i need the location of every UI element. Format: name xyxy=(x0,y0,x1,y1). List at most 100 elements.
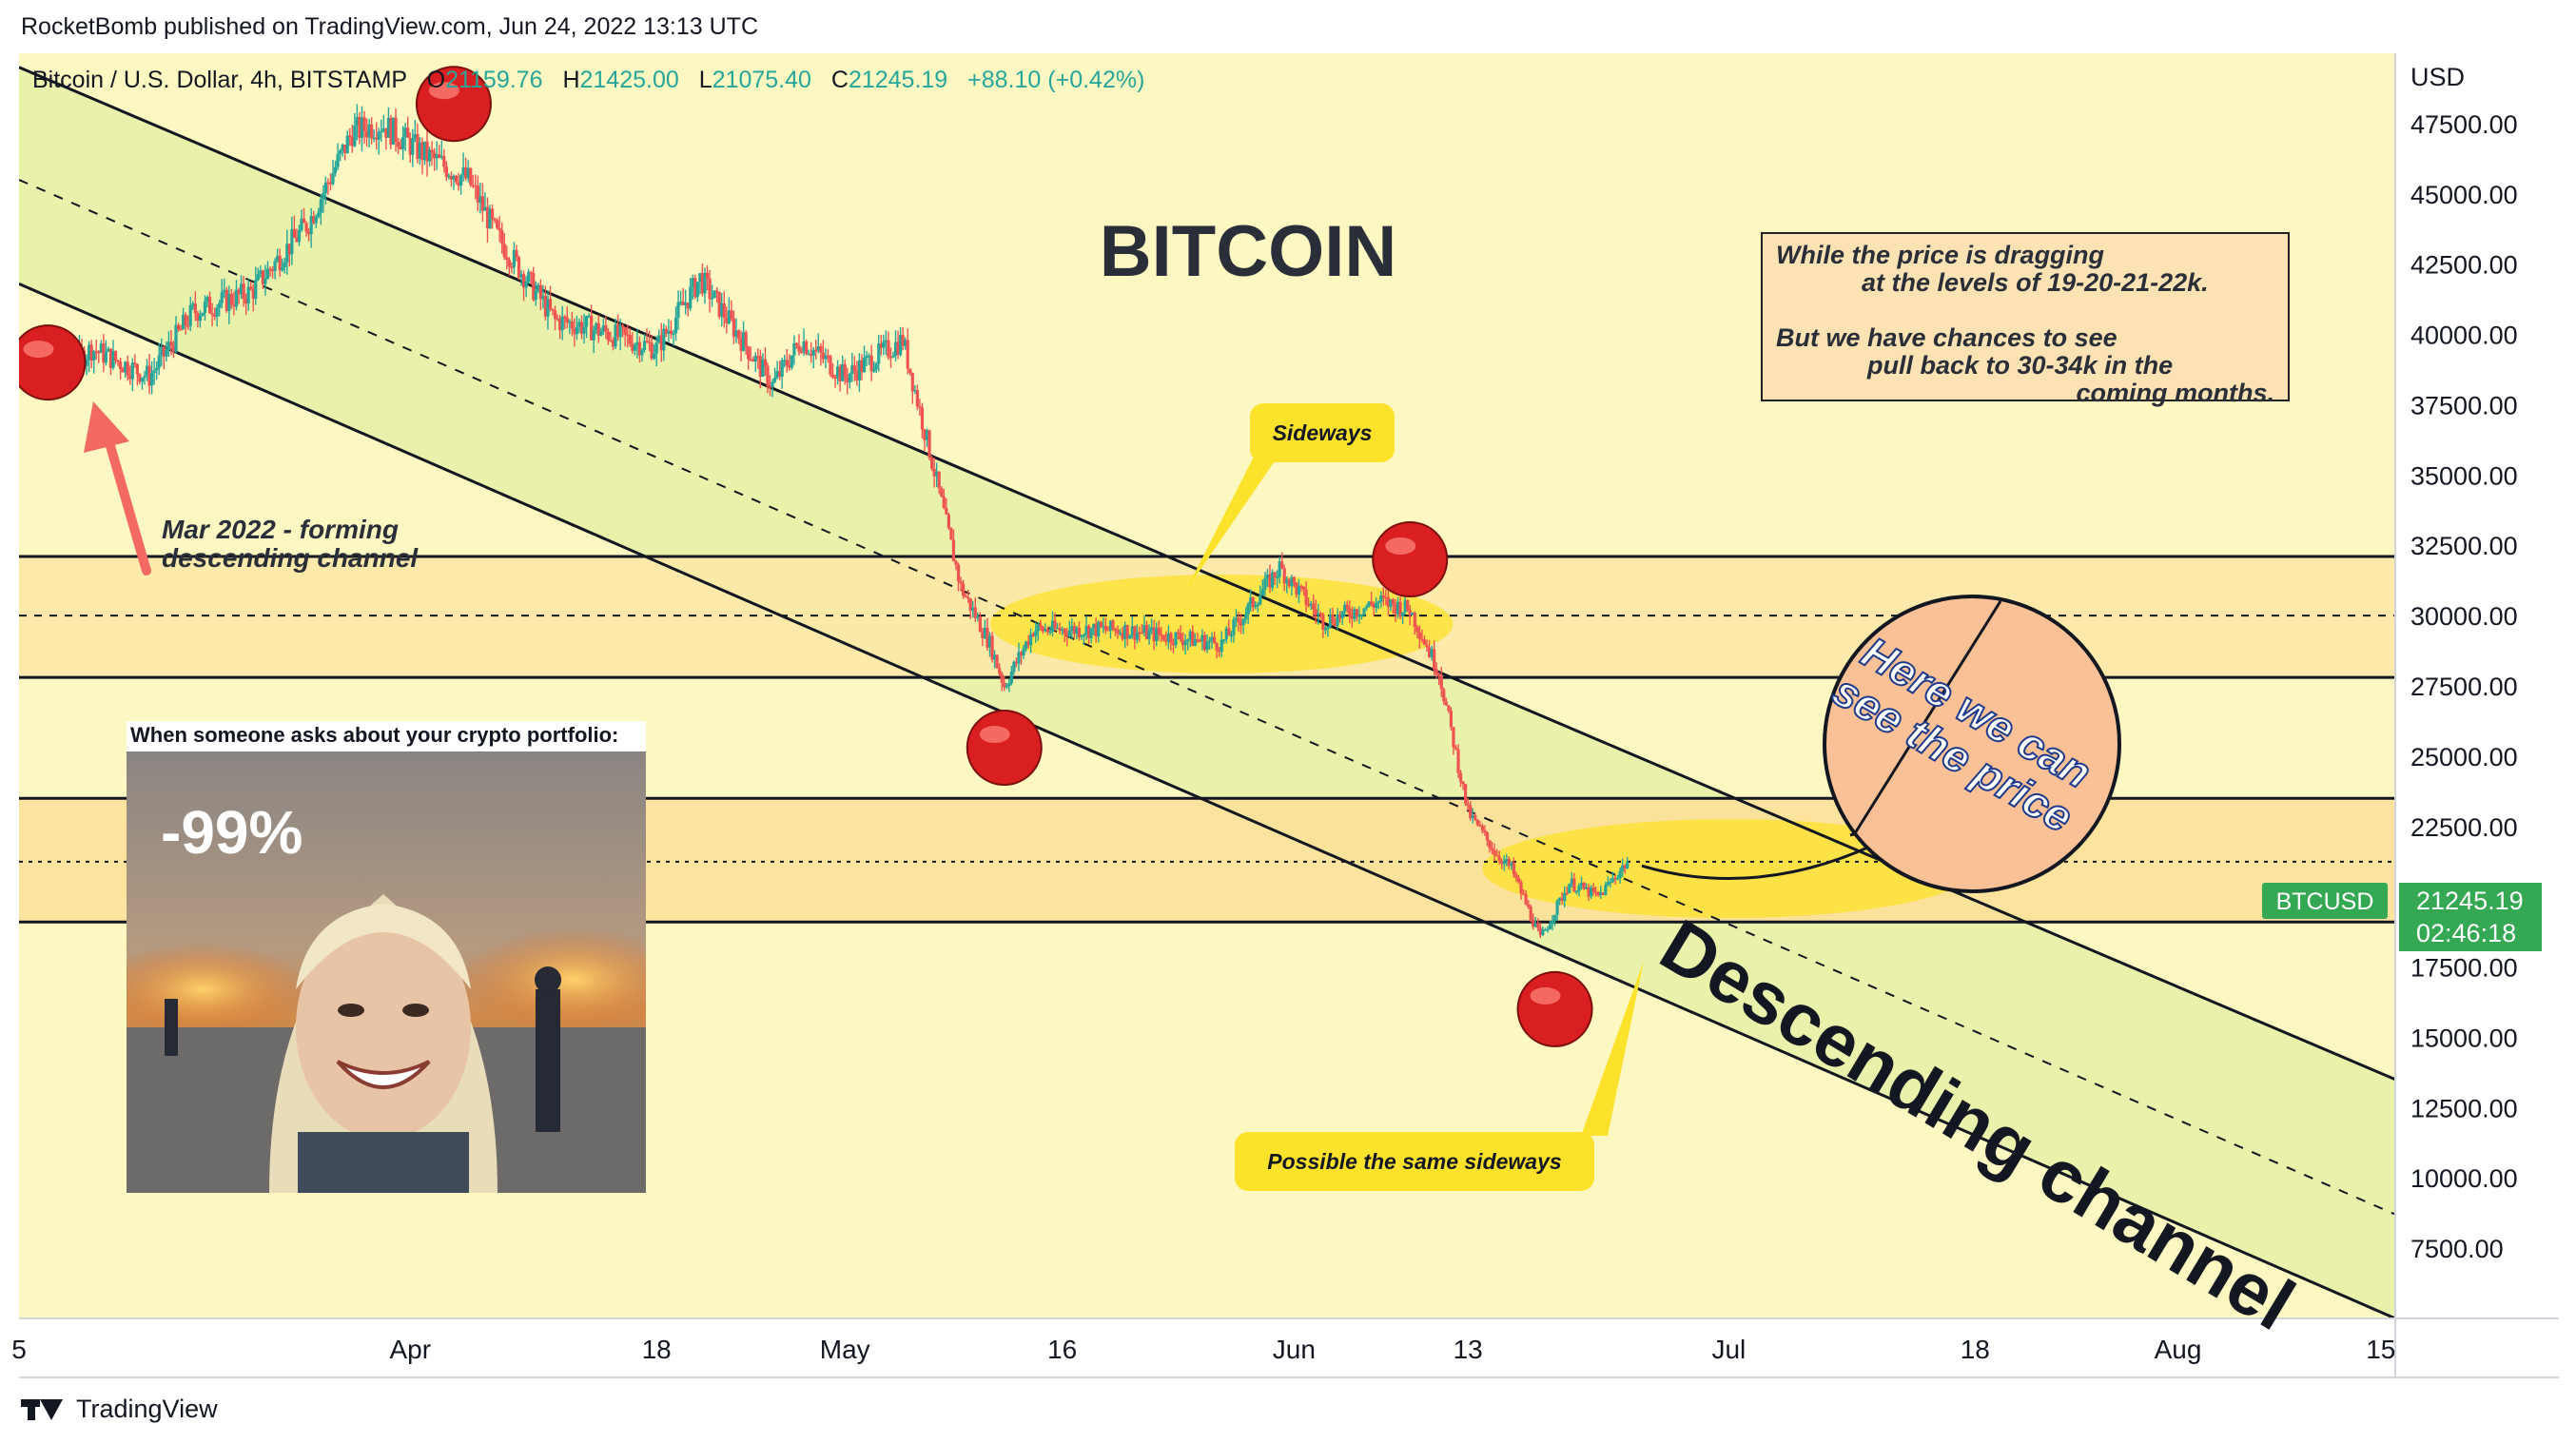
candle-body xyxy=(780,360,784,377)
candle-body xyxy=(596,322,600,336)
candle-body xyxy=(1304,589,1308,605)
candle-body xyxy=(1094,623,1098,637)
candle-body xyxy=(323,182,328,193)
candle-body xyxy=(1121,633,1124,639)
candle-body xyxy=(1582,882,1586,889)
candle-body xyxy=(720,302,724,317)
price-tick-label: 37500.00 xyxy=(2410,391,2518,420)
candle-body xyxy=(1229,634,1233,637)
candle-body xyxy=(389,117,393,145)
candle-body xyxy=(1103,626,1107,631)
candle-body xyxy=(1237,617,1240,623)
candle-body xyxy=(502,244,506,258)
candle-body xyxy=(758,356,762,378)
candle-body xyxy=(927,430,931,459)
candle-body xyxy=(601,325,605,332)
time-axis[interactable]: 5 Apr 18 May 16 Jun 13 Jul 18 Aug 15 xyxy=(11,1335,2395,1364)
candle-body xyxy=(519,273,523,278)
candle-body xyxy=(1604,885,1608,895)
candle-body xyxy=(1097,621,1101,637)
published-header: RocketBomb published on TradingView.com,… xyxy=(21,13,758,40)
candle-body xyxy=(1273,572,1277,578)
candle-body xyxy=(1618,870,1622,879)
close-label: C xyxy=(830,67,849,93)
currency-label[interactable]: USD xyxy=(2410,63,2466,91)
candle-body xyxy=(1241,618,1245,626)
candle-body xyxy=(500,230,504,244)
candle-body xyxy=(1263,578,1267,590)
candle-body xyxy=(1355,609,1358,617)
candle-body xyxy=(1003,682,1006,688)
candle-body xyxy=(920,407,925,430)
candle-body xyxy=(507,260,511,267)
candle-body xyxy=(1331,615,1335,624)
candle-body xyxy=(418,142,422,159)
candle-body xyxy=(712,290,716,299)
candle-body xyxy=(461,166,465,176)
candle-body xyxy=(973,607,977,618)
candle-body xyxy=(978,616,982,633)
candle-body xyxy=(1379,595,1383,602)
meme-percent: -99% xyxy=(161,798,303,867)
candle-body xyxy=(1048,631,1052,634)
candle-body xyxy=(971,607,975,611)
candle-body xyxy=(442,156,446,167)
footer-brand[interactable]: TradingView xyxy=(21,1395,218,1424)
candle-body xyxy=(645,341,649,342)
candle-body xyxy=(1282,568,1286,584)
candle-body xyxy=(741,332,746,351)
candle-body xyxy=(577,322,581,327)
candle-body xyxy=(326,182,330,184)
candle-body xyxy=(268,268,272,271)
candle-body xyxy=(1469,805,1473,818)
candle-body xyxy=(1343,604,1347,612)
candle-body xyxy=(317,212,321,217)
candle-body xyxy=(1516,878,1521,883)
candle-body xyxy=(1430,649,1434,657)
candle-body xyxy=(951,539,956,562)
candle-body xyxy=(1512,862,1516,874)
price-axis[interactable]: 7500.00 10000.00 12500.00 15000.00 17500.00 2… xyxy=(2410,110,2518,1263)
candle-body xyxy=(751,359,755,362)
candle-body xyxy=(749,359,752,361)
channel-start-label-2: descending channel xyxy=(162,543,419,573)
candle-body xyxy=(483,206,487,211)
candle-body xyxy=(1312,603,1316,610)
candle-body xyxy=(1413,613,1416,628)
candle-body xyxy=(865,355,868,359)
candle-body xyxy=(686,302,690,309)
candle-body xyxy=(457,182,460,186)
candle-body xyxy=(1119,633,1122,635)
candle-body xyxy=(891,355,895,358)
close-value: 21245.19 xyxy=(848,67,948,93)
candle-body xyxy=(560,316,564,331)
candle-body xyxy=(1452,727,1455,748)
candle-body xyxy=(213,314,217,317)
candle-body xyxy=(1466,803,1470,806)
candle-body xyxy=(174,324,178,352)
candle-body xyxy=(730,310,733,319)
candle-body xyxy=(1318,613,1322,615)
candle-body xyxy=(524,282,528,288)
candle-body xyxy=(1514,873,1518,879)
symbol-name[interactable]: Bitcoin / U.S. Dollar, 4h, BITSTAMP xyxy=(32,67,407,93)
candle-body xyxy=(584,316,589,327)
candle-body xyxy=(191,303,195,305)
candle-body xyxy=(490,208,495,220)
candle-body xyxy=(210,313,214,315)
possible-sideways-callout: Possible the same sideways xyxy=(1235,1132,1594,1191)
candle-body xyxy=(1473,814,1477,820)
candle-body xyxy=(1340,611,1344,618)
candle-body xyxy=(162,346,166,357)
candle-body xyxy=(1449,711,1454,728)
candle-body xyxy=(438,154,441,158)
price-tag xyxy=(2399,883,2542,951)
candle-body xyxy=(322,192,325,200)
candle-body xyxy=(1244,614,1248,619)
note-line-4: But we have chances to see xyxy=(1776,323,2117,352)
candle-body xyxy=(165,350,168,357)
candle-body xyxy=(732,318,736,338)
candle-body xyxy=(394,117,398,143)
candle-body xyxy=(558,319,562,331)
candle-body xyxy=(529,271,533,274)
